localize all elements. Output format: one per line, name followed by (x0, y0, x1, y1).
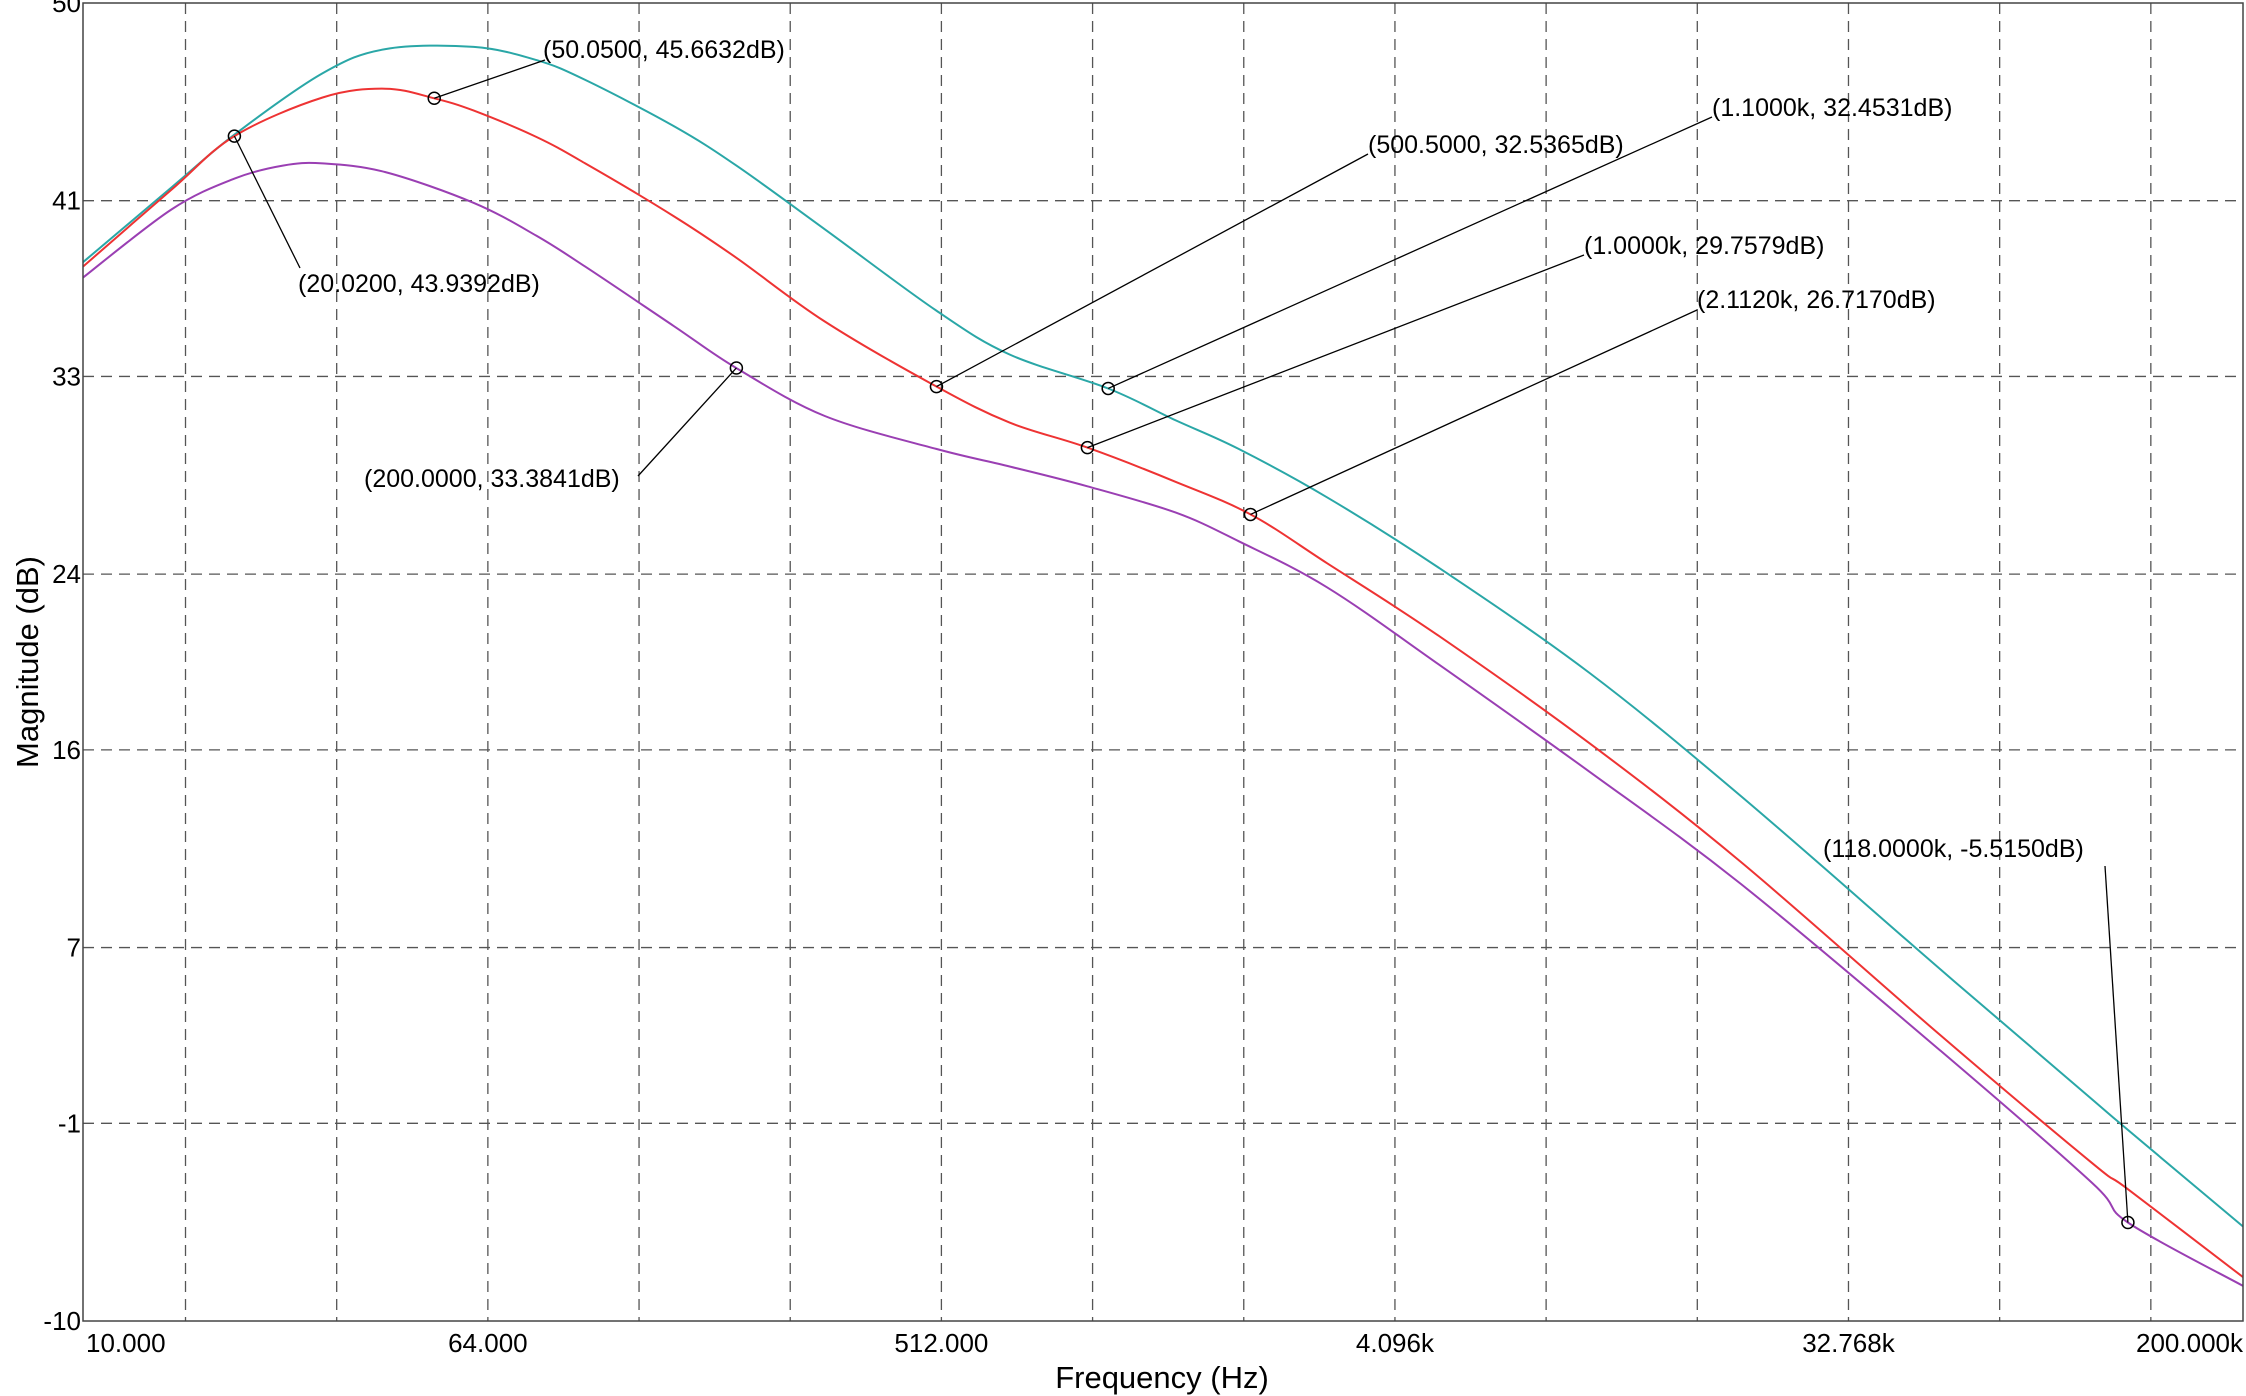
annotation-label: (1.0000k, 29.7579dB) (1584, 232, 1824, 260)
plot-frame (82, 2, 2244, 1322)
y-tick-label: 7 (67, 933, 81, 963)
annotation-marker (2121, 1215, 2135, 1230)
annotation-leader-line (637, 367, 737, 477)
annotation-leader-line (936, 153, 1369, 388)
annotation-marker (729, 361, 744, 375)
grid (83, 3, 2243, 1321)
series-lines (82, 44, 2244, 1287)
y-tick-label: -1 (58, 1108, 81, 1138)
y-tick-label: 24 (52, 559, 81, 589)
annotation-leader-line (434, 59, 546, 99)
x-tick-label: 32.768k (1802, 1328, 1896, 1358)
annotation-marker (1101, 381, 1115, 396)
annotation-marker (929, 379, 944, 394)
x-tick-label: 10.000 (86, 1328, 166, 1358)
annotation-leader-line (1250, 309, 1698, 516)
annotation-label: (118.0000k, -5.5150dB) (1823, 835, 2084, 863)
annotation-marker (1243, 507, 1258, 522)
annotation-leader-line (1107, 116, 1713, 390)
y-tick-label: 16 (52, 735, 81, 765)
annotation-label: (500.5000, 32.5365dB) (1368, 131, 1624, 159)
series-line-1 (82, 44, 2244, 1228)
annotation-marker (1080, 440, 1095, 455)
annotation-label: (1.1000k, 32.4531dB) (1712, 94, 1952, 122)
y-tick-label: 33 (52, 361, 81, 391)
x-tick-label: 64.000 (448, 1328, 528, 1358)
x-tick-label: 512.000 (894, 1328, 988, 1358)
annotation-marker (427, 91, 441, 106)
cursor-annotations: (50.0500, 45.6632dB) (20.0200, 43.9392dB)… (227, 36, 2135, 1230)
x-axis-title: Frequency (Hz) (1055, 1360, 1269, 1395)
annotation-label: (2.1120k, 26.7170dB) (1697, 286, 1936, 314)
annotation-label: (50.0500, 45.6632dB) (543, 36, 785, 64)
annotation-marker (227, 129, 242, 143)
annotation-label: (200.0000, 33.3841dB) (364, 465, 620, 493)
annotation-leader-line (233, 135, 301, 269)
y-tick-label: 41 (52, 186, 81, 216)
x-tick-label: 200.000k (2136, 1328, 2244, 1358)
series-line-3 (82, 161, 2244, 1287)
x-tick-label: 4.096k (1356, 1328, 1435, 1358)
y-tick-label: -10 (43, 1306, 81, 1336)
y-tick-label: 50 (52, 0, 81, 18)
annotation-label: (20.0200, 43.9392dB) (298, 270, 540, 298)
annotation-leader-line (1087, 254, 1585, 449)
annotation-leader-line (2104, 865, 2129, 1223)
series-line-2 (82, 87, 2244, 1278)
y-axis-title: Magnitude (dB) (10, 556, 45, 768)
